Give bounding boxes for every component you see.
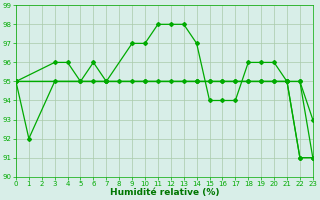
X-axis label: Humidité relative (%): Humidité relative (%) xyxy=(110,188,219,197)
